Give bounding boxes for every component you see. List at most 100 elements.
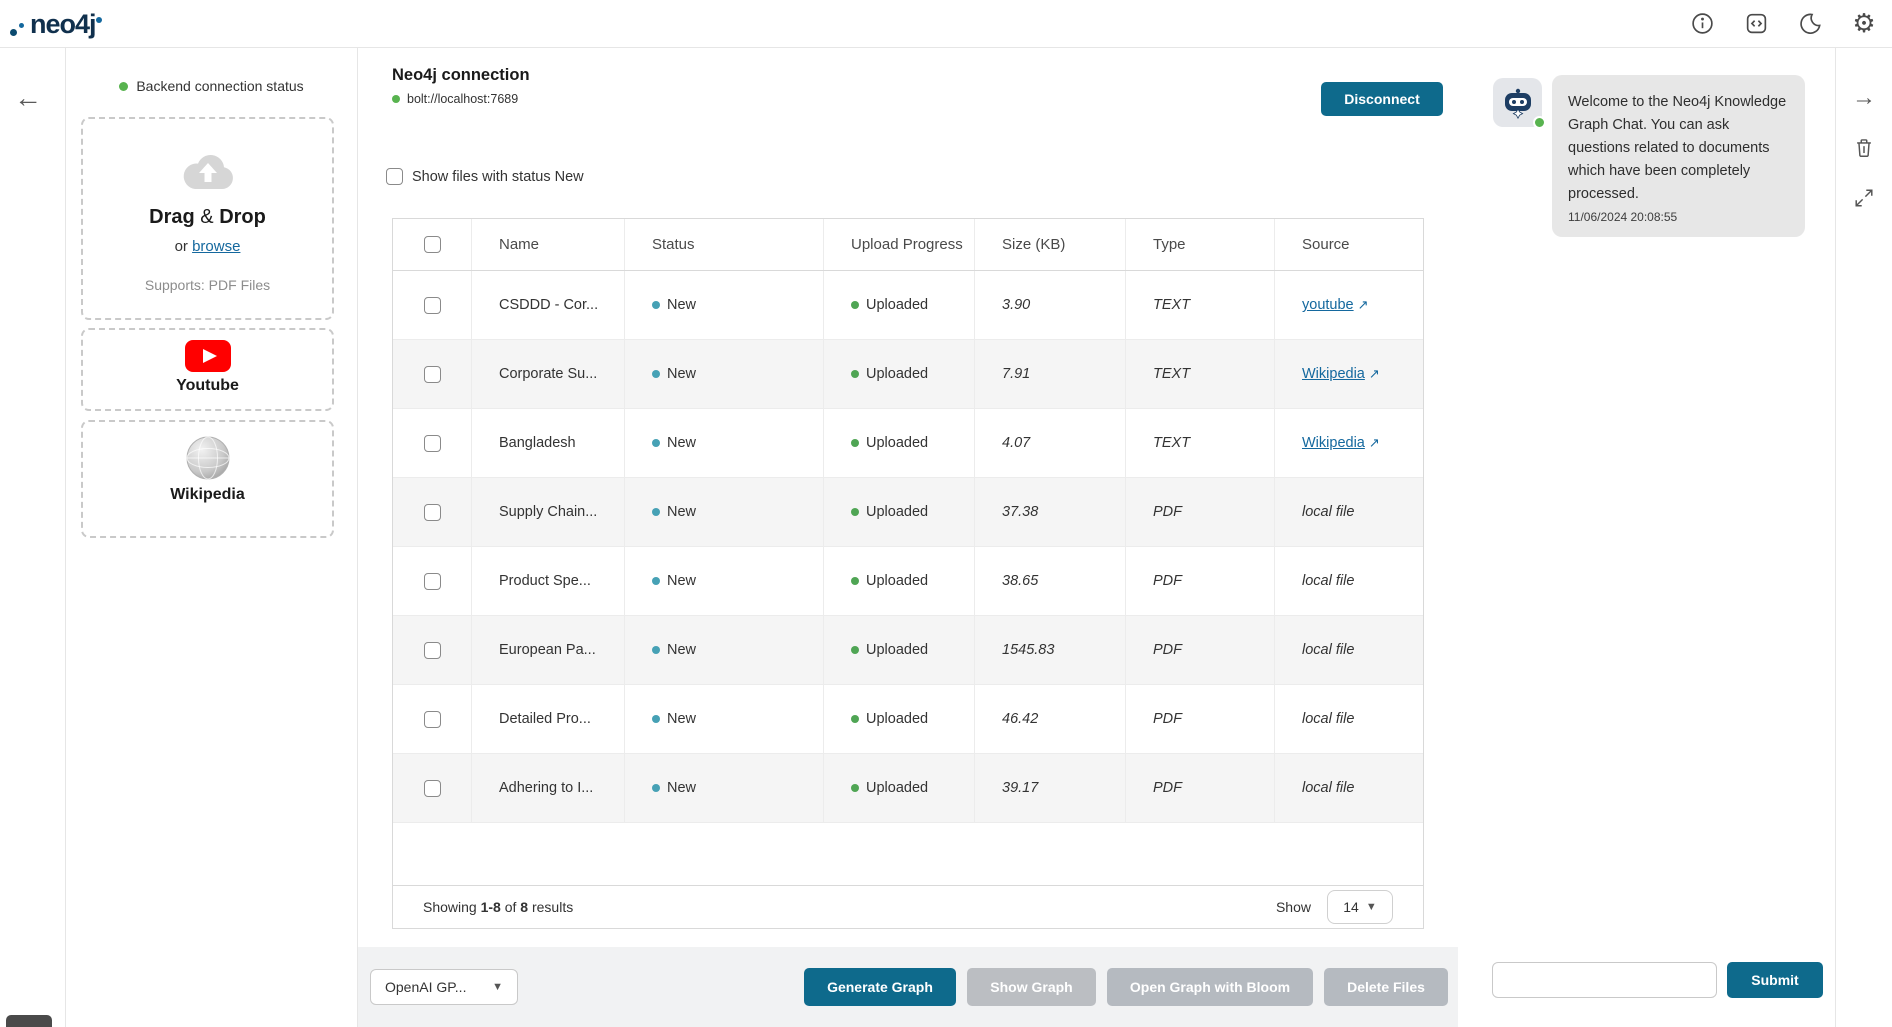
- uploaded-dot-icon: [851, 646, 859, 654]
- file-size-cell: 3.90: [975, 271, 1126, 339]
- status-new-dot-icon: [652, 370, 660, 378]
- generate-graph-button[interactable]: Generate Graph: [804, 968, 956, 1006]
- status-new-dot-icon: [652, 715, 660, 723]
- row-checkbox[interactable]: [423, 296, 441, 314]
- upload-cloud-icon: [83, 149, 332, 200]
- status-filter-row: Show files with status New: [386, 168, 584, 185]
- status-new-dot-icon: [652, 301, 660, 309]
- upload-progress-cell: Uploaded: [824, 478, 975, 546]
- file-source-cell: ↗ local file: [1275, 547, 1425, 615]
- status-new-dot-icon: [652, 646, 660, 654]
- collapse-sidebar-arrow-icon[interactable]: ←: [14, 82, 42, 113]
- uploaded-dot-icon: [851, 715, 859, 723]
- top-bar-actions: ⚙: [1688, 10, 1878, 38]
- disconnect-button[interactable]: Disconnect: [1321, 82, 1443, 116]
- chatbot-online-dot-icon: [1533, 116, 1546, 129]
- youtube-icon: [184, 340, 231, 372]
- chevron-down-icon: ▼: [492, 981, 503, 993]
- table-row: Product Spe... New Uploaded 38.65 PDF ↗ …: [393, 547, 1423, 616]
- dark-mode-moon-icon[interactable]: [1796, 10, 1824, 38]
- source-text: local file: [1302, 504, 1355, 520]
- backend-status-label: Backend connection status: [136, 78, 304, 94]
- code-icon[interactable]: [1742, 10, 1770, 38]
- file-size-cell: 1545.83: [975, 616, 1126, 684]
- source-text: local file: [1302, 711, 1355, 727]
- wikipedia-source-button[interactable]: Wikipedia: [81, 420, 334, 538]
- file-status-cell: New: [625, 409, 824, 477]
- column-header-name: Name: [472, 219, 625, 270]
- file-name-cell: European Pa...: [472, 616, 625, 684]
- page-size-label: Show: [1275, 899, 1311, 915]
- youtube-label: Youtube: [176, 377, 239, 394]
- source-text: local file: [1302, 642, 1355, 658]
- settings-gear-icon[interactable]: ⚙: [1852, 8, 1876, 39]
- file-type-cell: TEXT: [1126, 409, 1275, 477]
- table-pagination-row: Showing 1-8 of 8 results Show 14 ▼: [393, 885, 1423, 928]
- open-graph-with-bloom-button[interactable]: Open Graph with Bloom: [1107, 968, 1313, 1006]
- expand-chat-icon[interactable]: [1852, 186, 1876, 210]
- browse-link[interactable]: browse: [192, 238, 241, 255]
- clear-chat-trash-icon[interactable]: [1852, 136, 1876, 160]
- youtube-source-button[interactable]: Youtube: [81, 328, 334, 411]
- row-checkbox[interactable]: [423, 365, 441, 383]
- select-all-checkbox[interactable]: [423, 236, 441, 253]
- column-header-source: Source: [1302, 236, 1350, 253]
- neo4j-logo-icon: [10, 9, 28, 39]
- file-dropzone[interactable]: Drag & Drop or browse Supports: PDF File…: [81, 117, 334, 320]
- llm-model-select[interactable]: OpenAI GP... ▼: [370, 969, 518, 1005]
- delete-files-button[interactable]: Delete Files: [1324, 968, 1448, 1006]
- source-link[interactable]: Wikipedia: [1302, 435, 1365, 451]
- chat-message-timestamp: 11/06/2024 20:08:55: [1568, 210, 1678, 224]
- table-row: European Pa... New Uploaded 1545.83 PDF …: [393, 616, 1423, 685]
- file-size-cell: 7.91: [975, 340, 1126, 408]
- file-name-cell: Bangladesh: [472, 409, 625, 477]
- table-empty-space: [393, 823, 1423, 885]
- chat-submit-button[interactable]: Submit: [1727, 962, 1823, 998]
- uploaded-dot-icon: [851, 508, 859, 516]
- show-graph-button[interactable]: Show Graph: [967, 968, 1096, 1006]
- source-link[interactable]: youtube: [1302, 297, 1354, 313]
- row-checkbox[interactable]: [423, 641, 441, 659]
- collapse-chat-arrow-icon[interactable]: →: [1852, 84, 1876, 111]
- external-link-icon: ↗: [1357, 297, 1369, 313]
- table-row: Corporate Su... New Uploaded 7.91 TEXT W…: [393, 340, 1423, 409]
- uploaded-dot-icon: [851, 439, 859, 447]
- chevron-down-icon: ▼: [1365, 901, 1377, 913]
- file-size-cell: 37.38: [975, 478, 1126, 546]
- row-checkbox[interactable]: [423, 572, 441, 590]
- upload-progress-cell: Uploaded: [824, 685, 975, 753]
- row-checkbox[interactable]: [423, 779, 441, 797]
- status-new-dot-icon: [652, 439, 660, 447]
- dropzone-subtitle: or browse: [174, 238, 241, 255]
- file-source-cell: ↗ local file: [1275, 754, 1425, 822]
- chat-input[interactable]: [1492, 962, 1717, 998]
- upload-progress-cell: Uploaded: [824, 616, 975, 684]
- source-link[interactable]: Wikipedia: [1302, 366, 1365, 382]
- upload-progress-cell: Uploaded: [824, 271, 975, 339]
- top-bar: neo4j ⚙: [0, 0, 1892, 48]
- upload-progress-cell: Uploaded: [824, 340, 975, 408]
- row-checkbox[interactable]: [423, 503, 441, 521]
- dropzone-supports-label: Supports: PDF Files: [144, 277, 271, 293]
- chat-message-bubble: Welcome to the Neo4j Knowledge Graph Cha…: [1552, 75, 1805, 237]
- file-name-cell: Detailed Pro...: [472, 685, 625, 753]
- file-status-cell: New: [625, 547, 824, 615]
- table-header-row: Name Status Upload Progress Size (KB) Ty…: [393, 219, 1423, 271]
- external-link-icon: ↗: [1368, 366, 1380, 382]
- table-row: Bangladesh New Uploaded 4.07 TEXT Wikipe…: [393, 409, 1423, 478]
- dropzone-title: Drag & Drop: [149, 206, 266, 228]
- neo4j-logo: neo4j: [10, 9, 104, 39]
- status-new-dot-icon: [652, 784, 660, 792]
- page-size-select[interactable]: 14 ▼: [1327, 890, 1393, 924]
- file-size-cell: 46.42: [975, 685, 1126, 753]
- file-name-cell: Product Spe...: [472, 547, 625, 615]
- filter-checkbox[interactable]: [386, 168, 403, 185]
- chat-message-text: Welcome to the Neo4j Knowledge Graph Cha…: [1568, 94, 1787, 202]
- info-icon[interactable]: [1688, 10, 1716, 38]
- row-checkbox[interactable]: [423, 434, 441, 452]
- file-name-cell: Adhering to I...: [472, 754, 625, 822]
- table-row: CSDDD - Cor... New Uploaded 3.90 TEXT yo…: [393, 271, 1423, 340]
- row-checkbox[interactable]: [423, 710, 441, 728]
- file-type-cell: PDF: [1126, 685, 1275, 753]
- upload-progress-cell: Uploaded: [824, 754, 975, 822]
